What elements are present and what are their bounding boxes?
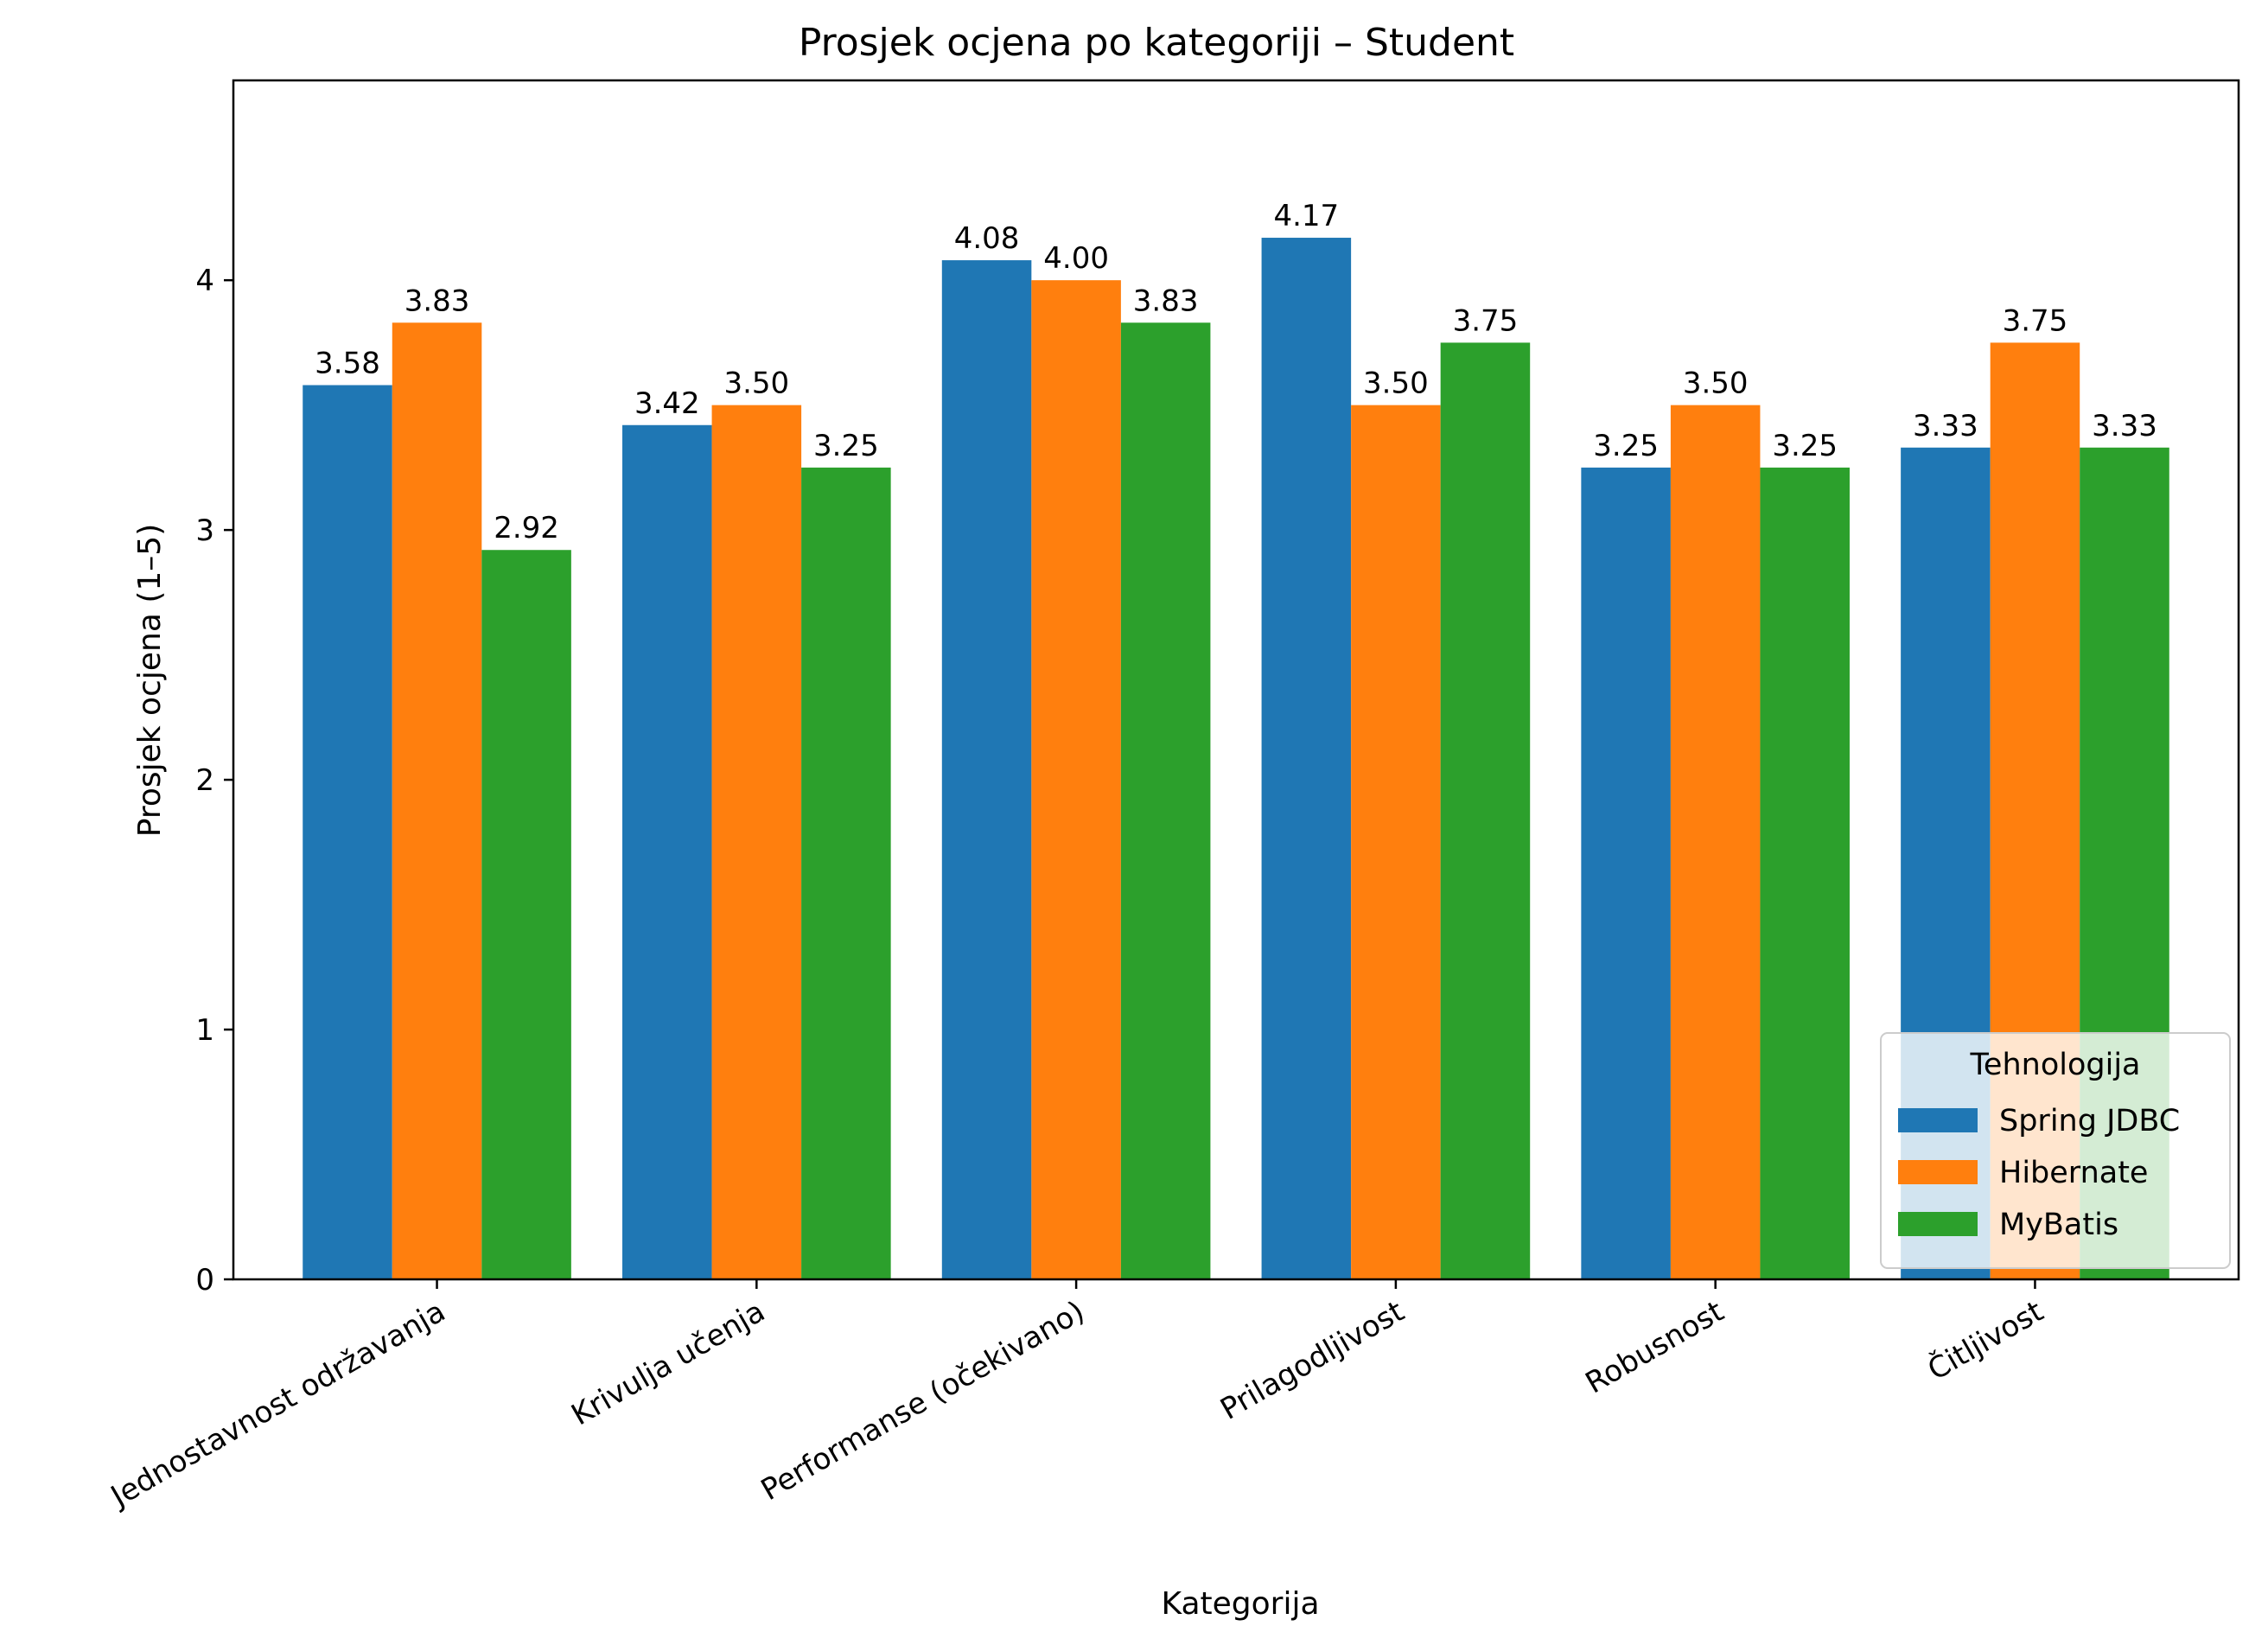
data-labels-group: 3.58 3.42 4.08 4.17 3.25 3.33 3.83 3.50 4.00 3.50… xyxy=(315,199,2157,545)
data-label: 2.92 xyxy=(494,511,559,545)
data-label: 3.25 xyxy=(813,429,879,463)
bar xyxy=(1261,238,1352,1279)
data-label: 3.58 xyxy=(315,347,380,381)
data-label: 3.25 xyxy=(1772,429,1838,463)
bar xyxy=(801,467,891,1279)
chart-title: Prosjek ocjena po kategoriji – Student xyxy=(799,21,1514,65)
data-label: 3.83 xyxy=(1133,284,1199,318)
y-axis-label: Prosjek ocjena (1–5) xyxy=(132,524,168,838)
y-tick-label: 3 xyxy=(195,513,214,548)
data-label: 4.00 xyxy=(1043,241,1109,276)
x-tick-label: Performanse (očekivano) xyxy=(755,1294,1091,1508)
bar xyxy=(711,405,802,1279)
legend-box xyxy=(1880,1032,2231,1269)
y-tick-label: 2 xyxy=(195,763,214,798)
legend-items: Spring JDBC Hibernate MyBatis xyxy=(1898,1104,2180,1242)
data-label: 3.25 xyxy=(1593,429,1659,463)
data-label: 4.08 xyxy=(954,221,1020,256)
legend-swatch xyxy=(1898,1160,1978,1184)
legend-entry-label: Hibernate xyxy=(1999,1156,2148,1190)
data-label: 3.75 xyxy=(1453,303,1519,338)
data-label: 4.17 xyxy=(1273,199,1339,233)
legend-entry-label: Spring JDBC xyxy=(1999,1104,2180,1138)
bar xyxy=(481,550,571,1279)
x-tick-label: Čitljivost xyxy=(1921,1293,2049,1387)
bar xyxy=(303,385,392,1279)
legend-entry-label: MyBatis xyxy=(1999,1208,2118,1242)
bar xyxy=(1120,322,1211,1279)
legend: Tehnologija Spring JDBC Hibernate MyBatis xyxy=(1880,1032,2231,1269)
data-label: 3.75 xyxy=(2003,303,2068,338)
bar xyxy=(1581,467,1671,1279)
bar xyxy=(1670,405,1761,1279)
legend-swatch xyxy=(1898,1212,1978,1236)
data-label: 3.50 xyxy=(723,367,789,401)
x-tick-label: Jednostavnost održavanja xyxy=(104,1294,451,1514)
x-axis-label: Kategorija xyxy=(1161,1586,1319,1622)
bar xyxy=(1440,342,1531,1279)
plot-frame xyxy=(232,79,2240,1281)
x-tick-label: Krivulja učenja xyxy=(566,1294,771,1432)
data-label: 3.50 xyxy=(1363,367,1429,401)
y-tick-label: 4 xyxy=(195,264,214,298)
data-label: 3.50 xyxy=(1683,367,1749,401)
bar xyxy=(1351,405,1441,1279)
legend-title: Tehnologija xyxy=(1970,1048,2141,1082)
bars-group xyxy=(303,238,2169,1279)
y-axis: 0 1 2 3 4 xyxy=(195,264,233,1298)
x-tick-label: Prilagodljivost xyxy=(1214,1294,1410,1427)
bar xyxy=(1760,467,1850,1279)
y-tick-label: 1 xyxy=(195,1013,214,1048)
data-label: 3.83 xyxy=(405,284,470,318)
data-label: 3.42 xyxy=(634,386,700,421)
x-tick-label: Robusnost xyxy=(1580,1294,1730,1400)
x-axis: Jednostavnost održavanja Krivulja učenjaP… xyxy=(104,1279,2049,1514)
bar xyxy=(622,424,712,1279)
data-label: 3.33 xyxy=(2092,409,2157,443)
bar xyxy=(392,322,482,1279)
y-tick-label: 0 xyxy=(195,1263,214,1298)
bar xyxy=(941,260,1032,1279)
bar xyxy=(1031,280,1121,1279)
legend-swatch xyxy=(1898,1108,1978,1132)
data-label: 3.33 xyxy=(1913,409,1978,443)
